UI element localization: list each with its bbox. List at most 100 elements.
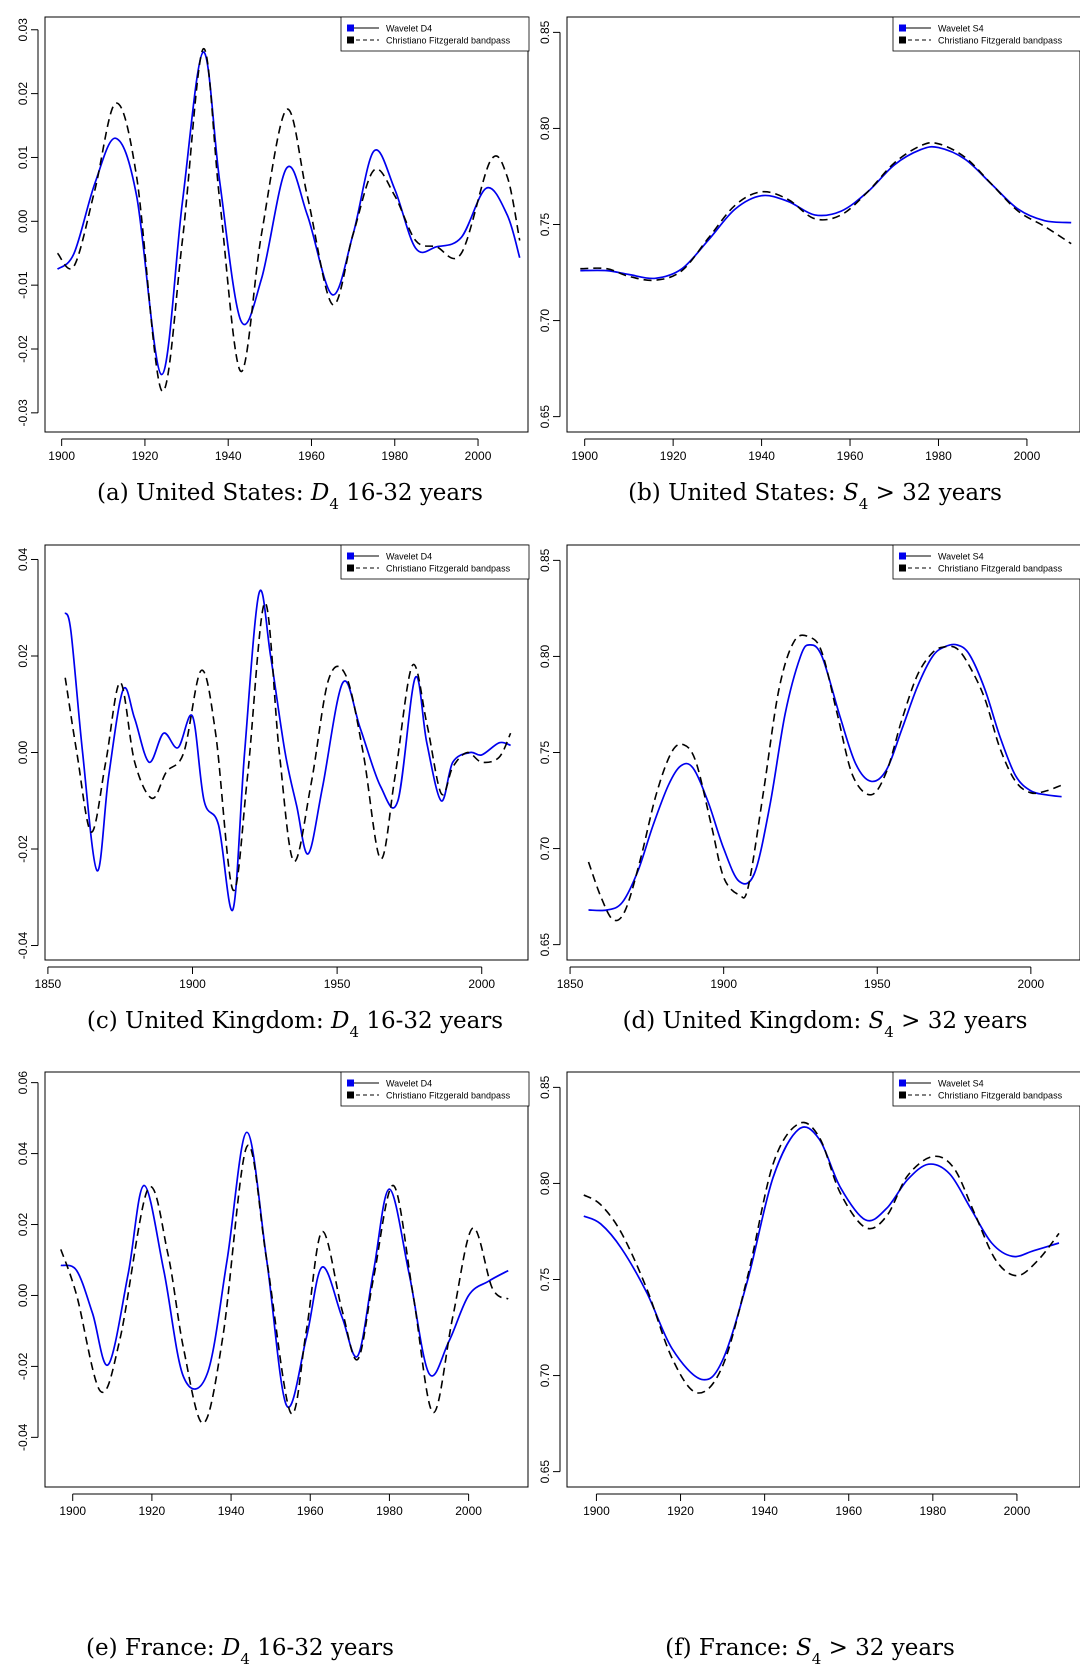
y-tick-label: -0.04 (16, 1423, 30, 1451)
series-line-bandpass (60, 1144, 509, 1425)
x-tick-label: 1960 (298, 449, 325, 463)
y-tick-label: 0.85 (538, 548, 552, 572)
legend-swatch (899, 24, 906, 32)
plot-frame (44, 1071, 529, 1488)
series-line-bandpass (580, 141, 1072, 282)
x-tick-label: 1920 (667, 1504, 694, 1518)
x-tick-label: 1920 (660, 449, 687, 463)
x-tick-label: 1900 (571, 449, 598, 463)
legend-swatch (899, 552, 906, 560)
x-tick-label: 1960 (835, 1504, 862, 1518)
x-tick-label: 1900 (179, 977, 206, 991)
legend-box (340, 1071, 530, 1107)
legend: Wavelet D4 Christiano Fitzgerald bandpass (340, 544, 530, 580)
chart-panel-c: 1850 1900 1950 2000 -0.04 -0.02 0.00 0.02 0.04 Wa… (16, 544, 530, 1041)
caption-subscript: 4 (329, 495, 339, 513)
x-tick-label: 1900 (710, 977, 737, 991)
x-tick-label: 1940 (748, 449, 775, 463)
legend: Wavelet D4 Christiano Fitzgerald bandpass (340, 16, 530, 52)
y-tick-label: 0.01 (16, 145, 30, 169)
series-line-bandpass (583, 1121, 1060, 1394)
y-tick-label: -0.01 (16, 271, 30, 299)
legend: Wavelet S4 Christiano Fitzgerald bandpass (892, 1071, 1080, 1107)
y-tick-label: -0.02 (16, 1352, 30, 1380)
caption-text: (a) United States: (97, 480, 311, 506)
legend: Wavelet D4 Christiano Fitzgerald bandpass (340, 1071, 530, 1107)
y-tick-label: 0.80 (538, 644, 552, 668)
legend-label: Wavelet D4 (386, 1079, 432, 1089)
plot-frame (566, 544, 1080, 961)
chart-panel-f: 1900 1920 1940 1960 1980 2000 0.65 0.70 0.75 0.80… (538, 1071, 1080, 1668)
series-line-wavelet (580, 145, 1072, 280)
y-tick-label: 0.04 (16, 1142, 30, 1166)
x-tick-label: 1940 (218, 1504, 245, 1518)
caption-symbol: S (869, 1008, 885, 1034)
legend-swatch (347, 1079, 354, 1087)
chart-caption: (c) United Kingdom: D4 16-32 years (87, 1008, 503, 1041)
plot-frame (44, 544, 529, 961)
series-line-wavelet (56, 51, 521, 376)
y-tick-label: 0.80 (538, 1171, 552, 1195)
x-tick-label: 1960 (297, 1504, 324, 1518)
legend-swatch (347, 36, 354, 44)
y-tick-label: 0.03 (16, 18, 30, 42)
y-tick-label: -0.04 (16, 932, 30, 960)
legend-box (892, 544, 1080, 580)
series-group (60, 1131, 509, 1425)
chart-caption: (f) France: S4 > 32 years (665, 1635, 955, 1668)
series-line-wavelet (60, 1131, 509, 1409)
caption-symbol: D (221, 1635, 240, 1661)
legend-label: Wavelet D4 (386, 552, 432, 562)
x-tick-label: 2000 (465, 449, 492, 463)
legend-swatch (347, 24, 354, 32)
y-tick-label: -0.02 (16, 335, 30, 363)
legend-label: Christiano Fitzgerald bandpass (386, 36, 511, 46)
legend-swatch (347, 552, 354, 560)
legend-label: Christiano Fitzgerald bandpass (938, 36, 1063, 46)
y-tick-label: 0.85 (538, 20, 552, 44)
legend-label: Wavelet S4 (938, 24, 984, 34)
series-group (587, 634, 1062, 922)
legend-label: Wavelet S4 (938, 552, 984, 562)
x-tick-label: 1850 (35, 977, 62, 991)
legend-swatch (899, 1091, 906, 1099)
legend-label: Christiano Fitzgerald bandpass (386, 564, 511, 574)
legend-swatch (347, 1091, 354, 1099)
x-tick-label: 1980 (925, 449, 952, 463)
x-tick-label: 2000 (468, 977, 495, 991)
caption-subscript: 4 (859, 495, 869, 513)
x-tick-label: 1920 (132, 449, 159, 463)
x-tick-label: 1950 (324, 977, 351, 991)
caption-symbol: S (796, 1635, 812, 1661)
caption-text: (d) United Kingdom: (623, 1008, 869, 1034)
caption-suffix: > 32 years (868, 480, 1002, 506)
caption-text: (f) France: (665, 1635, 796, 1661)
caption-subscript: 4 (240, 1650, 250, 1668)
y-tick-label: 0.70 (538, 309, 552, 333)
chart-caption: (e) France: D4 16-32 years (86, 1635, 394, 1668)
legend-label: Christiano Fitzgerald bandpass (938, 564, 1063, 574)
x-tick-label: 1980 (919, 1504, 946, 1518)
legend-box (340, 544, 530, 580)
series-line-wavelet (64, 589, 511, 912)
series-group (583, 1121, 1060, 1394)
y-tick-label: 0.75 (538, 740, 552, 764)
chart-caption: (d) United Kingdom: S4 > 32 years (623, 1008, 1028, 1041)
series-line-bandpass (587, 634, 1062, 922)
y-tick-label: 0.75 (538, 212, 552, 236)
caption-subscript: 4 (349, 1023, 359, 1041)
legend-label: Wavelet D4 (386, 24, 432, 34)
y-tick-label: 0.65 (538, 405, 552, 429)
chart-caption: (a) United States: D4 16-32 years (97, 480, 483, 513)
x-tick-label: 1940 (751, 1504, 778, 1518)
y-tick-label: 0.04 (16, 547, 30, 571)
legend-swatch (899, 564, 906, 572)
caption-suffix: > 32 years (821, 1635, 955, 1661)
caption-symbol: D (330, 1008, 349, 1034)
legend-label: Christiano Fitzgerald bandpass (386, 1091, 511, 1101)
y-tick-label: 0.02 (16, 644, 30, 668)
y-tick-label: -0.03 (16, 399, 30, 427)
y-tick-label: 0.65 (538, 1460, 552, 1484)
y-tick-label: 0.75 (538, 1267, 552, 1291)
